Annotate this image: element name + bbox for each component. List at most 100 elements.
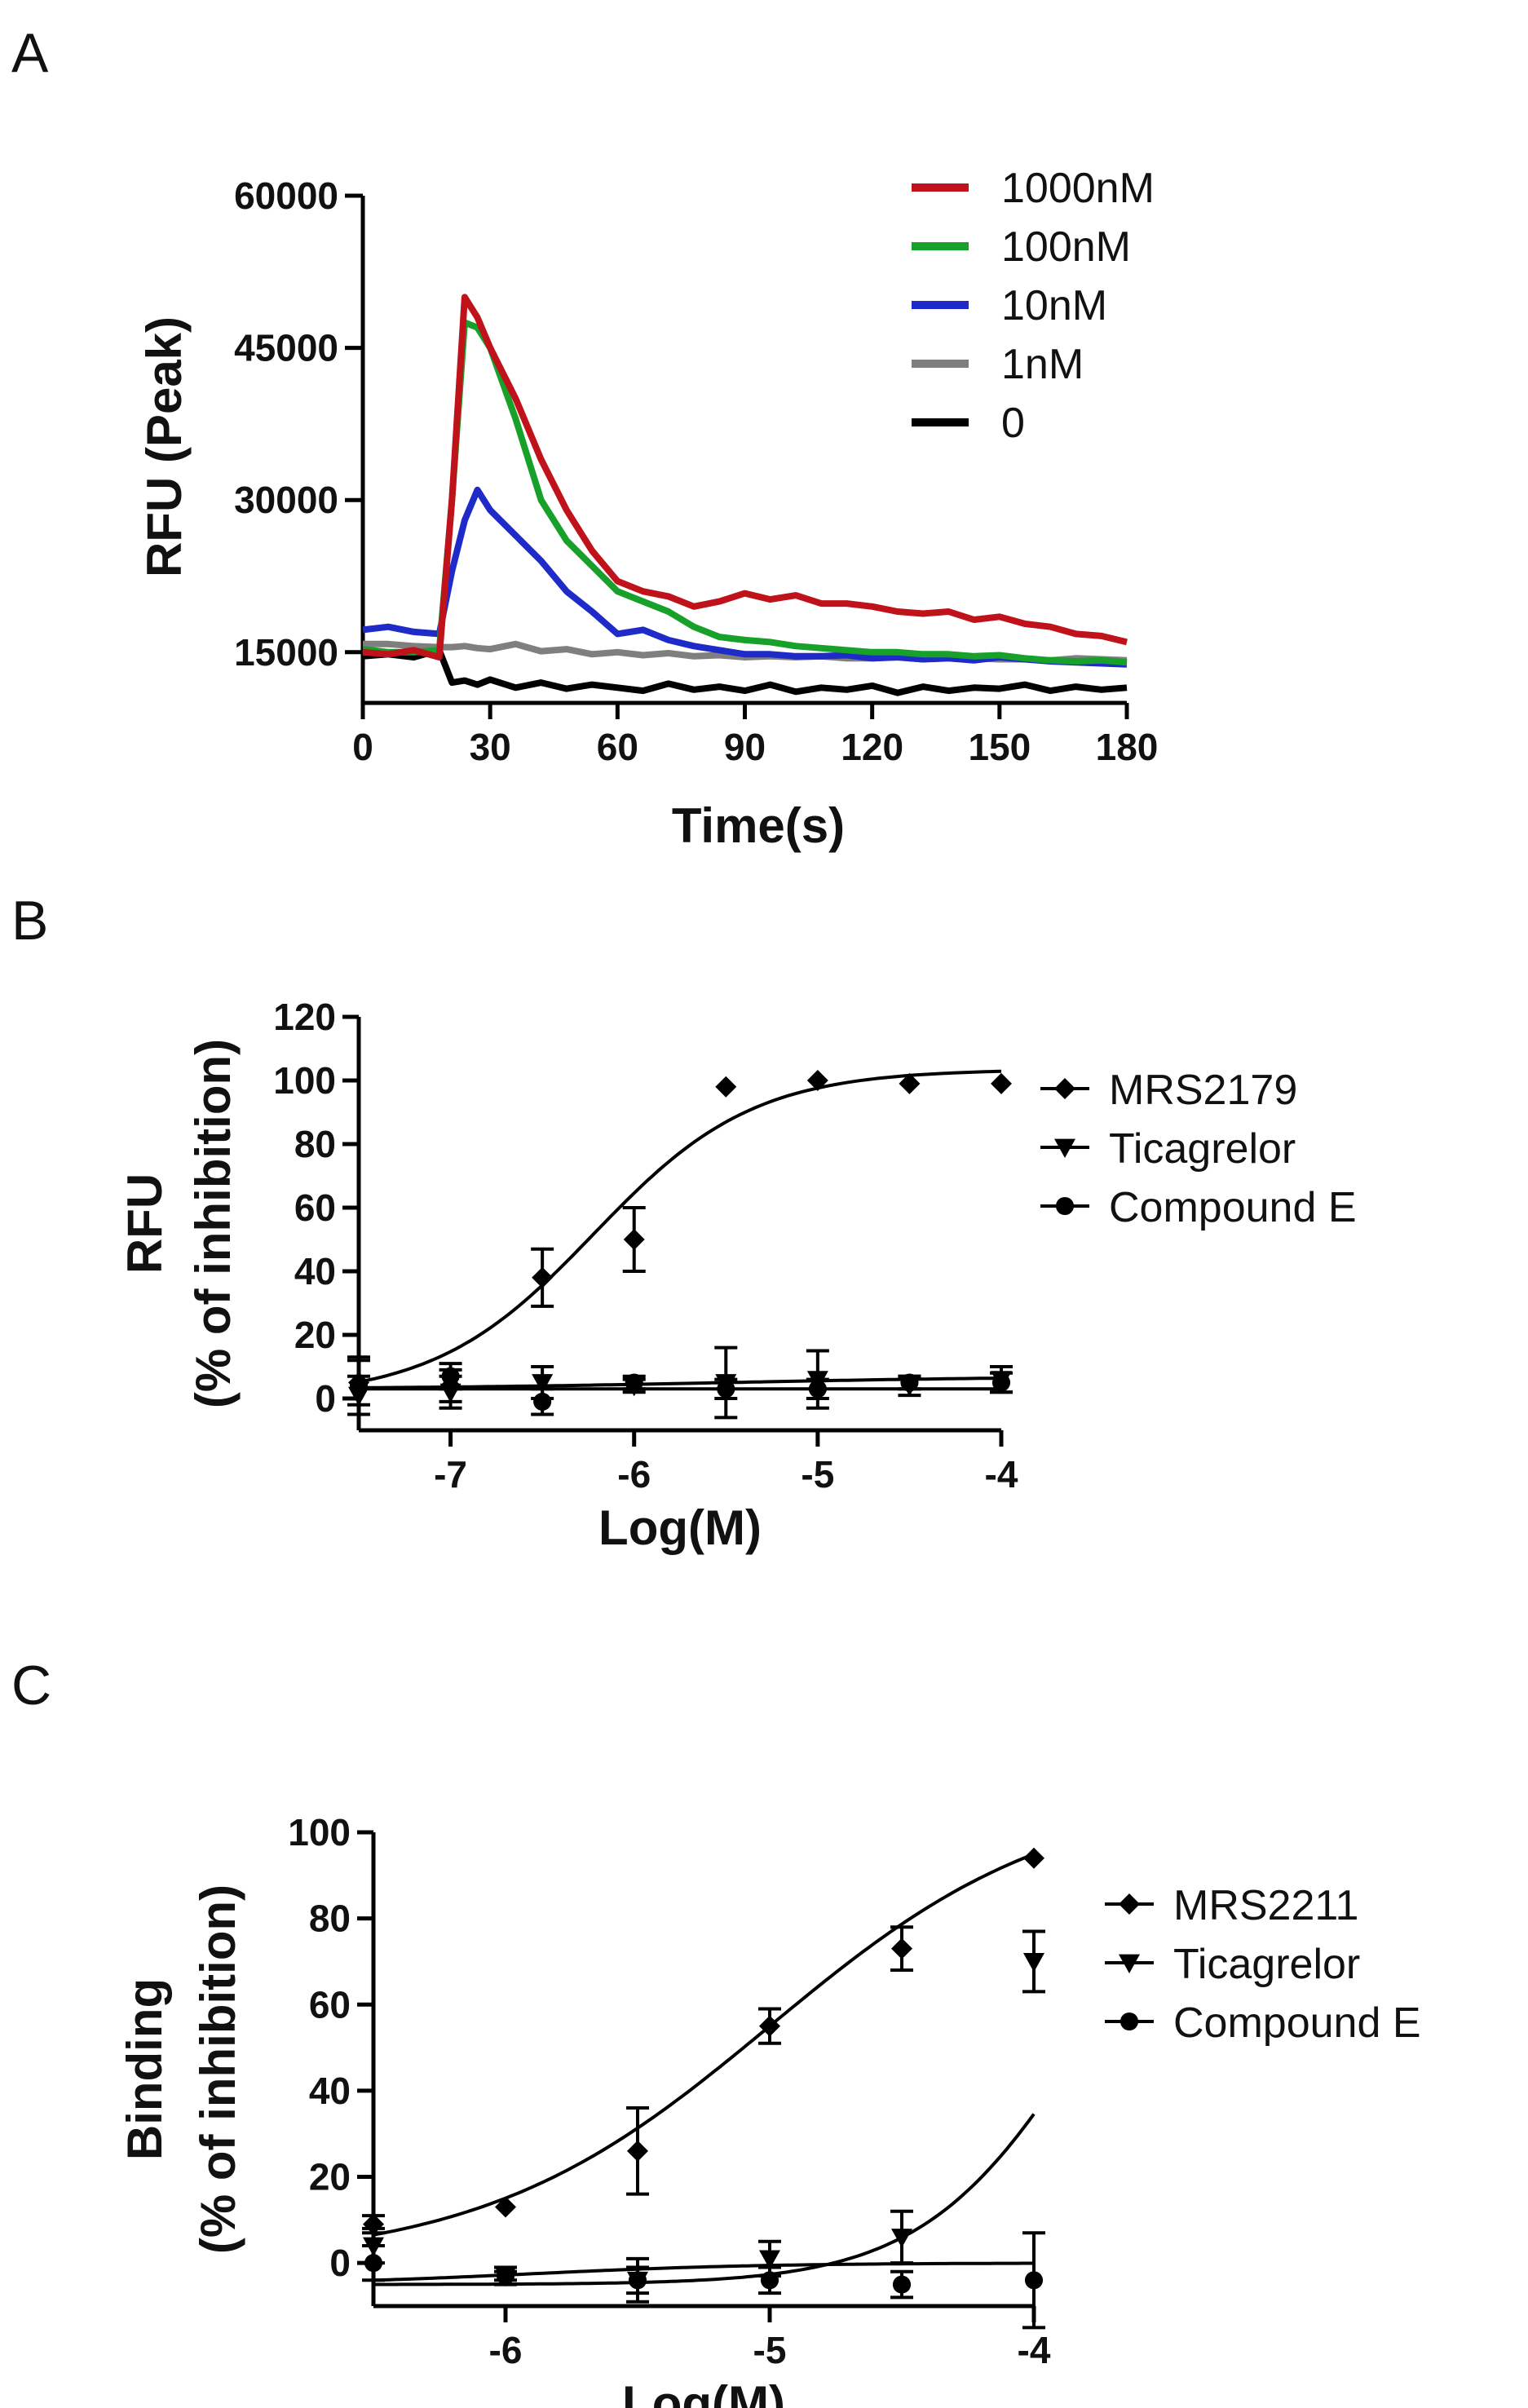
y-tick-label: 0 [329,2242,351,2284]
y-axis-title: RFU [117,1173,172,1274]
legend-marker-ticagrelor [1119,1954,1140,1973]
chart-b: 0 20 40 60 80 100 120 -7 -6 -5 -4 Log(M) RFU (% of in… [117,996,1357,1555]
x-tick-label: -6 [489,2329,523,2371]
x-tick-label-a: 120 [841,726,903,768]
y-tick-label-a: 15000 [234,631,338,674]
y-tick-label-a: 30000 [234,479,338,521]
data-point-mrs2211 [891,1937,912,1960]
data-point-ticagrelor [759,2250,780,2269]
y-tick-label-a: 45000 [234,327,338,369]
data-point-compound-e [625,1373,643,1392]
y-tick-label: 80 [294,1123,336,1165]
legend-label-a: 100nM [1001,223,1131,271]
series-line-1000nm [362,294,1128,661]
data-point-mrs2211 [495,2196,516,2218]
x-axis-title: Log(M) [622,2376,785,2408]
legend-label-ticagrelor: Ticagrelor [1173,1941,1360,1988]
x-tick-label: -5 [753,2329,787,2371]
data-point-mrs2179 [806,1070,828,1091]
data-point-mrs2211 [759,2015,780,2037]
data-point-compound-e [533,1392,552,1411]
x-tick-label: -5 [801,1453,834,1496]
x-axis-title-a: Time(s) [672,798,845,853]
x-tick-label-a: 90 [724,726,766,768]
fit-curve-compound-e [358,1376,1001,1390]
data-point-mrs2179 [623,1229,645,1250]
panel-letter-b: B [11,890,48,952]
data-point-compound-e [760,2271,779,2290]
x-axis-title: Log(M) [598,1500,762,1555]
y-tick-label: 60 [309,1983,351,2026]
x-tick-label: -7 [434,1453,467,1496]
legend-label-a: 1nM [1001,341,1084,388]
data-point-compound-e [628,2271,647,2290]
data-point-compound-e [364,2254,383,2273]
legend-marker-mrs2179 [1054,1078,1075,1099]
y-tick-label: 60 [294,1186,336,1229]
data-point-ticagrelor [532,1374,554,1394]
legend-label-a: 10nM [1001,282,1107,329]
y-tick-label: 40 [309,2070,351,2112]
x-tick-label-a: 150 [968,726,1031,768]
y-axis-title-2: (% of inhibition) [186,1039,241,1408]
legend-marker-compound-e [1055,1196,1075,1216]
data-point-compound-e [441,1367,460,1385]
y-tick-label-a: 60000 [234,175,338,217]
data-point-mrs2179 [532,1266,554,1288]
data-point-mrs2179 [899,1072,921,1094]
legend-marker-compound-e [1120,2012,1139,2031]
legend-label-a: 0 [1001,400,1025,447]
y-axis-title: Binding [117,1978,172,2160]
fit-curve-ticagrelor [373,2113,1036,2286]
fit-curve-compound-e [373,2261,1034,2282]
y-axis-title-a: RFU (Peak) [137,316,192,577]
data-point-ticagrelor [1023,1953,1044,1973]
legend-label-compound-e: Compound E [1173,1999,1421,2047]
data-point-compound-e [808,1380,827,1398]
legend-marker-mrs2211 [1119,1893,1140,1915]
chart-c: 0 20 40 60 80 100 -6 -5 -4 Log(M) Binding (% of inh… [117,1811,1421,2408]
y-tick-label: 40 [294,1250,336,1292]
panel-letter-c: C [11,1655,51,1717]
y-axis-title-2: (% of inhibition) [191,1884,245,2254]
fit-curve-mrs2179 [358,1069,1002,1384]
y-tick-label: 120 [273,996,336,1038]
legend-marker-ticagrelor [1054,1138,1075,1158]
legend-label-compound-e: Compound E [1109,1184,1357,1231]
data-point-mrs2179 [991,1072,1012,1094]
x-tick-label-a: 0 [352,726,373,768]
y-tick-label: 20 [294,1314,336,1356]
data-point-compound-e [1024,2271,1044,2290]
data-point-mrs2211 [627,2140,648,2162]
x-tick-label-a: 180 [1096,726,1159,768]
x-tick-label-a: 60 [597,726,638,768]
panel-letter-a: A [11,22,49,84]
y-tick-label: 100 [288,1811,351,1853]
data-point-ticagrelor [891,2229,912,2248]
y-tick-label: 80 [309,1898,351,1940]
legend-label-mrs2179: MRS2179 [1109,1067,1297,1114]
data-point-compound-e [496,2266,515,2286]
data-point-compound-e [717,1380,735,1398]
series-line-0 [362,647,1128,696]
data-point-compound-e [991,1373,1011,1392]
x-tick-label: -6 [617,1453,651,1496]
data-point-compound-e [349,1376,369,1395]
fit-curve-mrs2211 [373,1852,1035,2237]
x-tick-label: -4 [985,1453,1018,1496]
y-tick-label: 100 [273,1059,336,1102]
data-point-compound-e [900,1373,919,1392]
data-point-mrs2179 [715,1076,737,1098]
chart-a: 15000 30000 45000 60000 0 30 60 90 120 150 180 Time… [137,165,1158,853]
y-tick-label: 20 [309,2156,351,2198]
y-tick-label: 0 [315,1377,336,1420]
x-tick-label: -4 [1018,2329,1051,2371]
x-tick-label-a: 30 [470,726,511,768]
data-point-mrs2211 [1023,1847,1044,1869]
legend-label-a: 1000nM [1001,165,1155,212]
legend-label-ticagrelor: Ticagrelor [1109,1125,1296,1173]
series-line-100nm [362,319,1128,666]
data-point-compound-e [892,2275,912,2294]
legend-label-mrs2211: MRS2211 [1173,1882,1358,1929]
